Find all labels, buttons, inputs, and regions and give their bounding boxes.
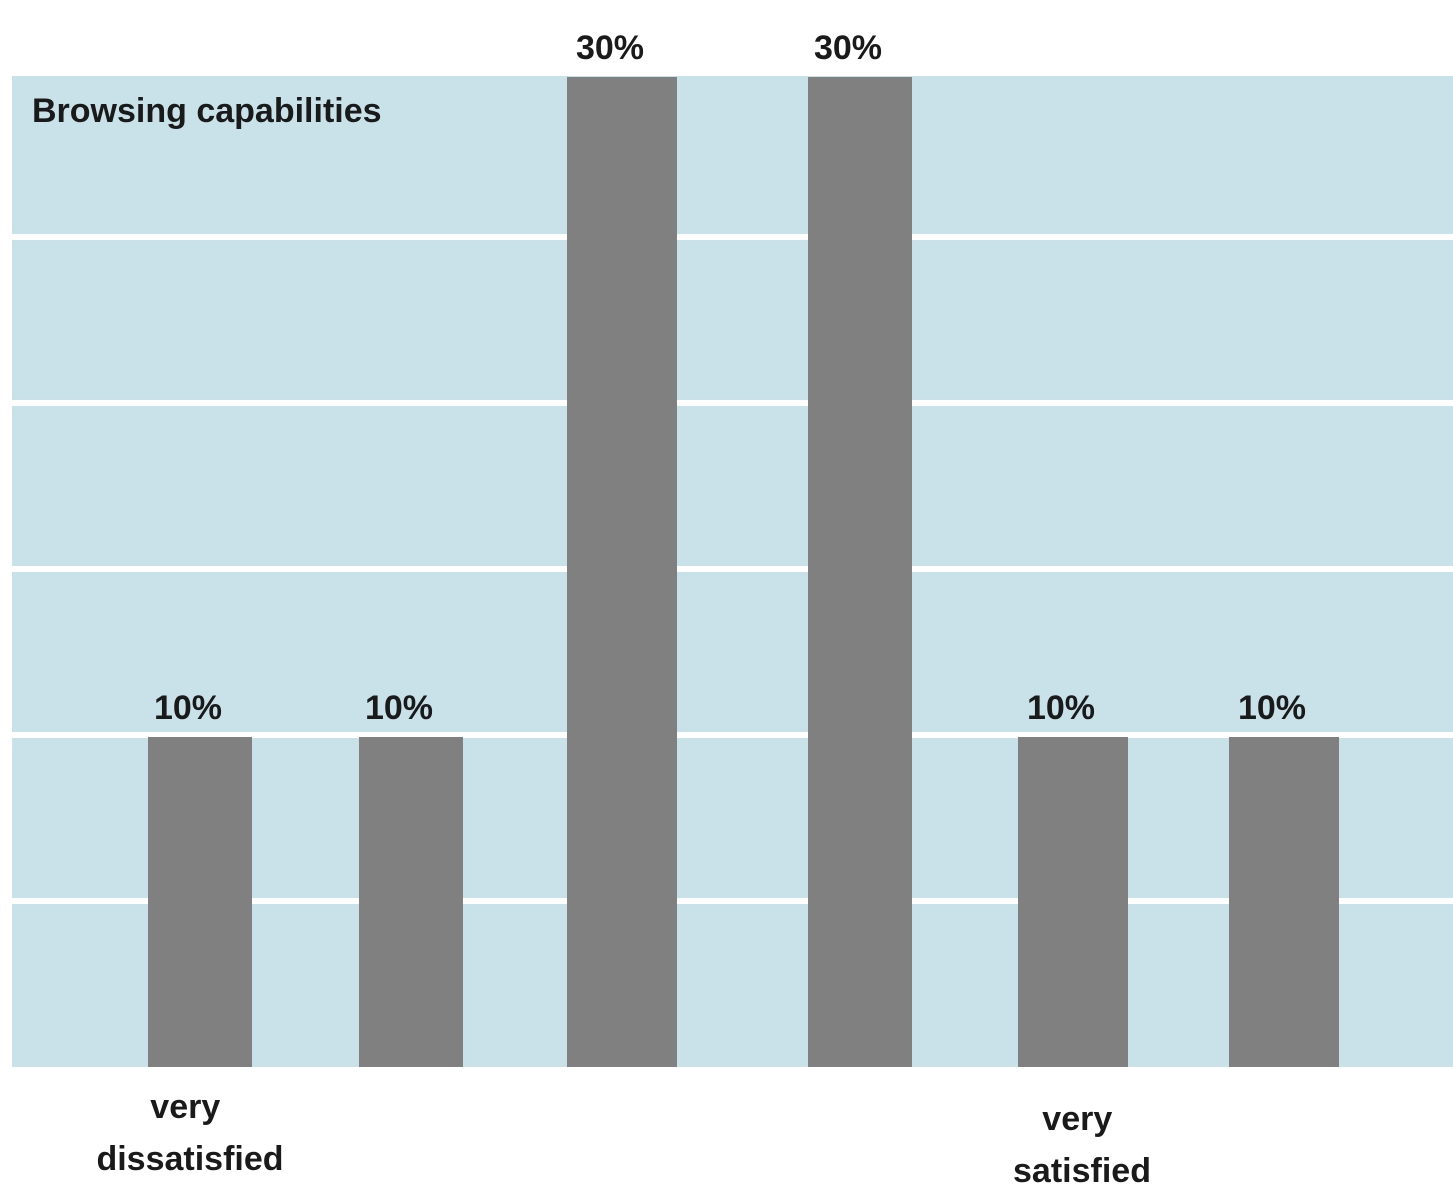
left-end-label-line-2: dissatisfied [96, 1140, 283, 1178]
bar-4 [808, 77, 912, 1067]
gridline [12, 732, 1453, 738]
right-end-label-line-1: very [1042, 1100, 1112, 1138]
gridline [12, 234, 1453, 240]
left-end-label: very dissatisfied [96, 1088, 283, 1178]
gridlines [12, 234, 1453, 904]
data-label-2: 10% [365, 689, 433, 727]
gridline [12, 898, 1453, 904]
gridline [12, 566, 1453, 572]
data-label-5: 10% [1027, 689, 1095, 727]
data-labels: 10% 10% 30% 30% 10% 10% [154, 29, 1306, 727]
bar-6 [1229, 737, 1339, 1067]
right-end-label-line-2: satisfied [1013, 1152, 1151, 1190]
bars [148, 77, 1339, 1067]
bar-5 [1018, 737, 1128, 1067]
data-label-6: 10% [1238, 689, 1306, 727]
data-label-3: 30% [576, 29, 644, 67]
chart-title: Browsing capabilities [32, 92, 382, 130]
data-label-1: 10% [154, 689, 222, 727]
bar-1 [148, 737, 252, 1067]
left-end-label-line-1: very [150, 1088, 220, 1126]
bar-2 [359, 737, 463, 1067]
gridline [12, 400, 1453, 406]
data-label-4: 30% [814, 29, 882, 67]
bar-3 [567, 77, 677, 1067]
right-end-label: very satisfied [1013, 1100, 1151, 1190]
